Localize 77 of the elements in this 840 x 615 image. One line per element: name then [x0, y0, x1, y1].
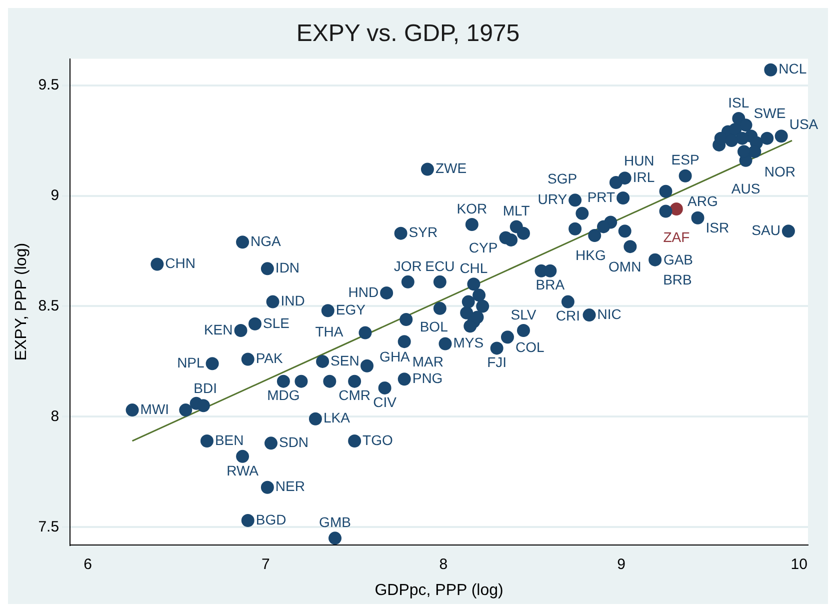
annotation: CMR: [338, 387, 371, 404]
annotation: MYS: [453, 334, 484, 351]
x-tick-label: 7: [261, 556, 270, 573]
annotation: MDG: [267, 387, 300, 404]
annotation: NPL: [177, 354, 205, 371]
annotation: NIC: [597, 306, 622, 322]
annotation: COL: [515, 339, 544, 356]
annotation: SGP: [547, 170, 578, 187]
annotation: NGA: [250, 233, 282, 250]
annotation: IND: [280, 292, 305, 309]
annotation: SLV: [510, 306, 537, 322]
annotation: BEN: [214, 432, 244, 448]
annotation: PRT: [587, 188, 616, 205]
annotation: ESP: [671, 152, 700, 168]
annotation: CIV: [373, 394, 398, 410]
annotation: URY: [538, 191, 568, 208]
annotation: HUN: [624, 152, 654, 168]
annotation: JOR: [394, 258, 422, 274]
annotation: EGY: [336, 301, 366, 318]
annotation: IDN: [275, 260, 300, 276]
annotation: SLE: [262, 314, 290, 331]
annotation: BRB: [663, 272, 692, 288]
annotation: BGD: [256, 511, 286, 528]
annotation: LKA: [323, 410, 351, 426]
annotation: SYR: [408, 224, 438, 240]
x-axis-title: GDPpc, PPP (log): [374, 582, 504, 599]
annotation: SDN: [278, 434, 309, 450]
annotation: CRI: [556, 308, 580, 324]
annotation: USA: [789, 116, 819, 132]
annotation: SEN: [330, 352, 360, 368]
annotation: CHL: [460, 260, 488, 276]
y-tick-label: 9.5: [38, 76, 60, 94]
annotation: NOR: [764, 163, 796, 180]
annotation: ZWE: [435, 160, 467, 176]
annotation: AUS: [731, 180, 760, 196]
annotation: PAK: [256, 350, 284, 366]
x-tick-label: 8: [439, 556, 448, 573]
annotation: PNG: [412, 370, 443, 386]
annotation: CHN: [165, 255, 196, 272]
annotation: KEN: [204, 321, 233, 338]
annotation: BDI: [194, 380, 217, 396]
y-axis-title: EXPY, PPP (log): [13, 242, 30, 361]
annotation: GAB: [663, 251, 694, 268]
annotation: CYP: [468, 240, 498, 256]
annotation: NER: [275, 478, 305, 494]
annotation: OMN: [608, 258, 642, 274]
annotation: MWI: [140, 400, 170, 417]
annotation: ECU: [425, 258, 455, 274]
annotation: NCL: [778, 60, 807, 77]
annotation: RWA: [226, 462, 260, 478]
annotation: FJI: [487, 354, 507, 370]
annotation: ARG: [688, 192, 718, 209]
annotation: TGO: [362, 432, 394, 448]
y-tick-label: 8: [50, 408, 60, 425]
y-tick-label: 9: [50, 186, 60, 204]
x-tick-label: 9: [617, 556, 626, 573]
annotation: IRL: [632, 168, 655, 185]
annotation: BRA: [536, 276, 566, 293]
chart-title: EXPY vs. GDP, 1975: [296, 20, 520, 48]
annotation: BOL: [420, 318, 448, 334]
annotation: GMB: [319, 514, 351, 530]
annotation: GHA: [380, 348, 411, 365]
annotation: SWE: [754, 104, 786, 121]
annotation: MAR: [412, 353, 444, 370]
annotation: HKG: [576, 246, 606, 263]
annotation: THA: [315, 324, 344, 340]
x-tick-label: 10: [790, 556, 808, 573]
annotation: ISR: [706, 220, 730, 236]
y-tick-label: 8.5: [38, 297, 60, 314]
annotation: ZAF: [663, 228, 690, 245]
y-tick-label: 7.5: [38, 518, 60, 536]
x-tick-label: 6: [84, 556, 92, 573]
annotation: HND: [348, 284, 379, 300]
annotation: MLT: [502, 202, 530, 219]
annotation: KOR: [456, 200, 488, 216]
annotation: SAU: [752, 222, 780, 238]
annotation: ISL: [728, 94, 750, 110]
